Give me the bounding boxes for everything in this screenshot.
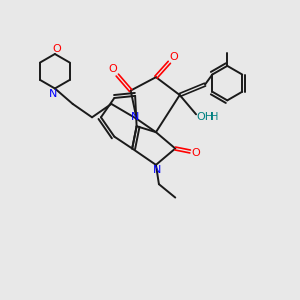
- Text: N: N: [131, 112, 139, 122]
- Text: OH: OH: [196, 112, 214, 122]
- Text: O: O: [169, 52, 178, 62]
- Text: O: O: [52, 44, 61, 54]
- Text: N: N: [153, 165, 162, 175]
- Text: N: N: [49, 89, 58, 99]
- Text: O: O: [109, 64, 117, 74]
- Text: O: O: [191, 148, 200, 158]
- Text: H: H: [211, 112, 218, 122]
